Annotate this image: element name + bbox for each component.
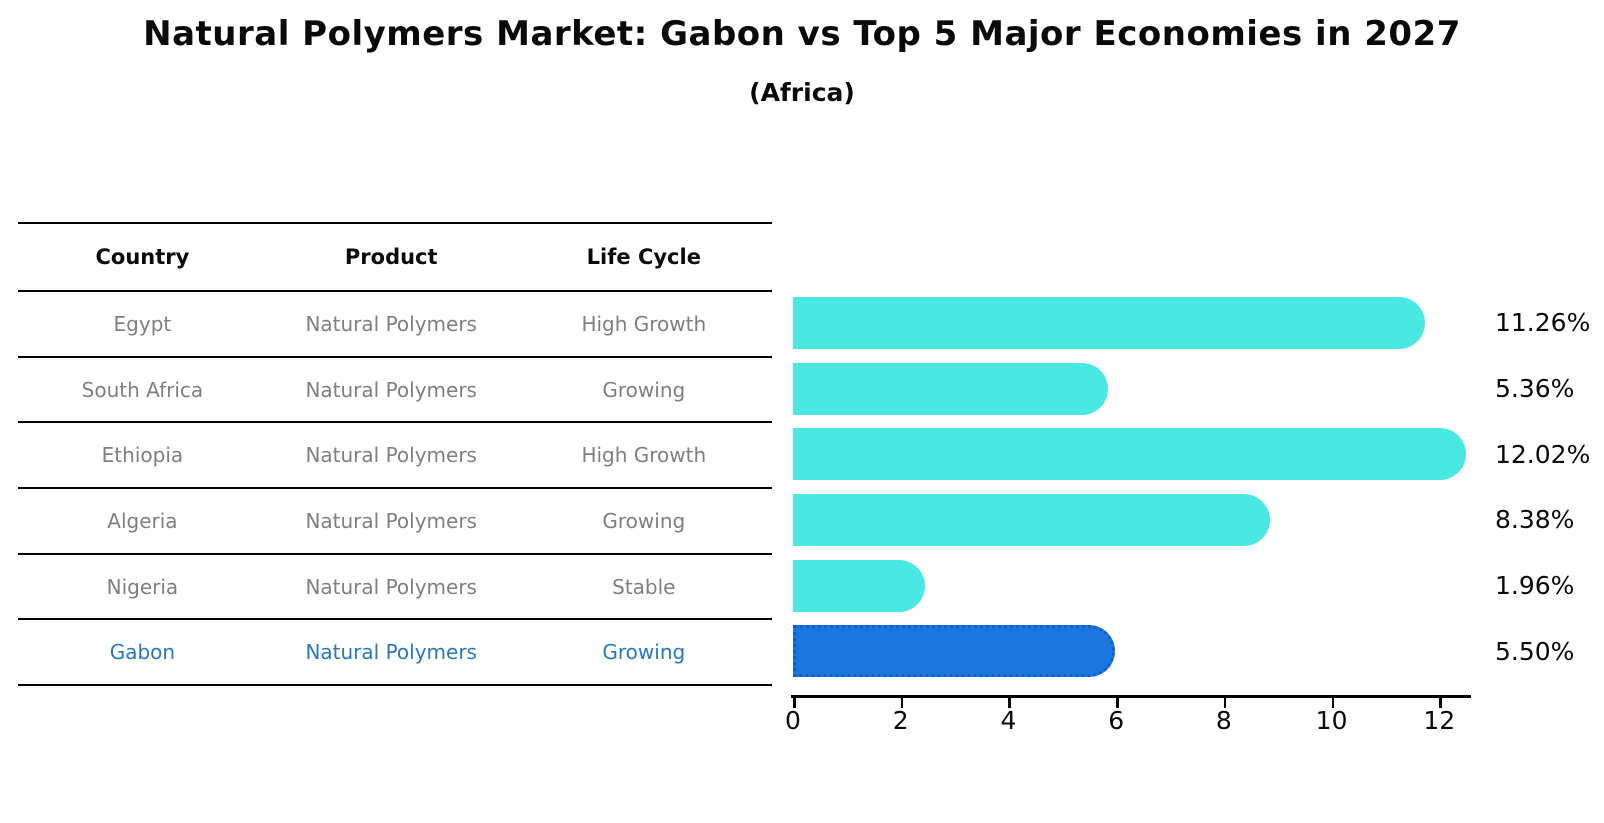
page-title: Natural Polymers Market: Gabon vs Top 5 … bbox=[143, 14, 1461, 54]
table-row-ethiopia: Ethiopia Natural Polymers High Growth bbox=[18, 423, 772, 490]
x-tick-mark bbox=[793, 698, 796, 708]
product-cell: Natural Polymers bbox=[305, 443, 477, 468]
bar-value-label: 12.02% bbox=[1495, 439, 1591, 469]
bar-south-africa bbox=[793, 362, 1108, 415]
column-header-lifecycle: Life Cycle bbox=[586, 245, 701, 269]
country-cell: Egypt bbox=[113, 311, 172, 336]
x-tick-mark bbox=[1439, 698, 1442, 708]
country-cell: Ethiopia bbox=[101, 443, 184, 468]
table-row-south-africa: South Africa Natural Polymers Growing bbox=[18, 358, 772, 424]
x-tick-label: 4 bbox=[1000, 706, 1017, 735]
column-header-country: Country bbox=[95, 245, 190, 269]
column-header-product: Product bbox=[344, 245, 438, 269]
bar-value-label: 1.96% bbox=[1495, 571, 1575, 601]
lifecycle-cell: Growing bbox=[602, 377, 686, 402]
table-header-row: Country Product Life Cycle bbox=[18, 224, 772, 292]
table-row-nigeria: Nigeria Natural Polymers Stable bbox=[18, 555, 772, 621]
product-cell: Natural Polymers bbox=[305, 377, 477, 402]
country-table: Country Product Life Cycle Egypt Natural … bbox=[18, 222, 772, 687]
x-tick-label: 0 bbox=[785, 706, 801, 735]
lifecycle-cell: Stable bbox=[612, 574, 676, 599]
bar-nigeria bbox=[793, 559, 925, 612]
x-tick-label: 10 bbox=[1315, 706, 1348, 735]
product-cell: Natural Polymers bbox=[305, 508, 477, 533]
bar-ethiopia bbox=[793, 428, 1467, 481]
x-tick-label: 6 bbox=[1108, 706, 1125, 735]
x-tick-label: 8 bbox=[1215, 706, 1232, 735]
x-tick-label: 2 bbox=[892, 706, 909, 735]
table-body: Egypt Natural Polymers High Growth South Af… bbox=[18, 292, 772, 687]
bar-egypt bbox=[793, 296, 1426, 349]
bar-gabon bbox=[793, 625, 1116, 678]
product-cell: Natural Polymers bbox=[305, 574, 477, 599]
bar-value-label: 11.26% bbox=[1495, 308, 1591, 338]
country-cell: Gabon bbox=[109, 640, 176, 665]
lifecycle-cell: Growing bbox=[602, 508, 686, 533]
bar-value-label: 5.50% bbox=[1495, 636, 1575, 666]
bar-value-label: 8.38% bbox=[1495, 505, 1575, 535]
table-row-egypt: Egypt Natural Polymers High Growth bbox=[18, 292, 772, 358]
x-tick-mark bbox=[1116, 698, 1119, 708]
x-tick-label: 12 bbox=[1423, 706, 1456, 735]
page-subtitle: (Africa) bbox=[749, 78, 855, 107]
product-cell: Natural Polymers bbox=[305, 311, 477, 336]
table-row-algeria: Algeria Natural Polymers Growing bbox=[18, 489, 772, 555]
bar-value-label: 5.36% bbox=[1495, 374, 1575, 404]
lifecycle-cell: High Growth bbox=[581, 311, 707, 336]
x-axis-line bbox=[791, 695, 1471, 698]
x-tick-mark bbox=[900, 698, 904, 708]
product-cell: Natural Polymers bbox=[305, 640, 477, 665]
country-cell: Nigeria bbox=[106, 574, 179, 599]
country-cell: Algeria bbox=[107, 508, 178, 533]
x-tick-mark bbox=[1223, 698, 1227, 708]
table-row-gabon: Gabon Natural Polymers Growing bbox=[18, 620, 772, 687]
lifecycle-cell: Growing bbox=[602, 640, 686, 665]
bar-algeria bbox=[793, 493, 1271, 546]
country-cell: South Africa bbox=[81, 377, 204, 402]
x-tick-mark bbox=[1008, 698, 1011, 708]
x-tick-mark bbox=[1331, 698, 1335, 708]
lifecycle-cell: High Growth bbox=[581, 443, 707, 468]
bar-plot-area bbox=[793, 290, 1470, 695]
